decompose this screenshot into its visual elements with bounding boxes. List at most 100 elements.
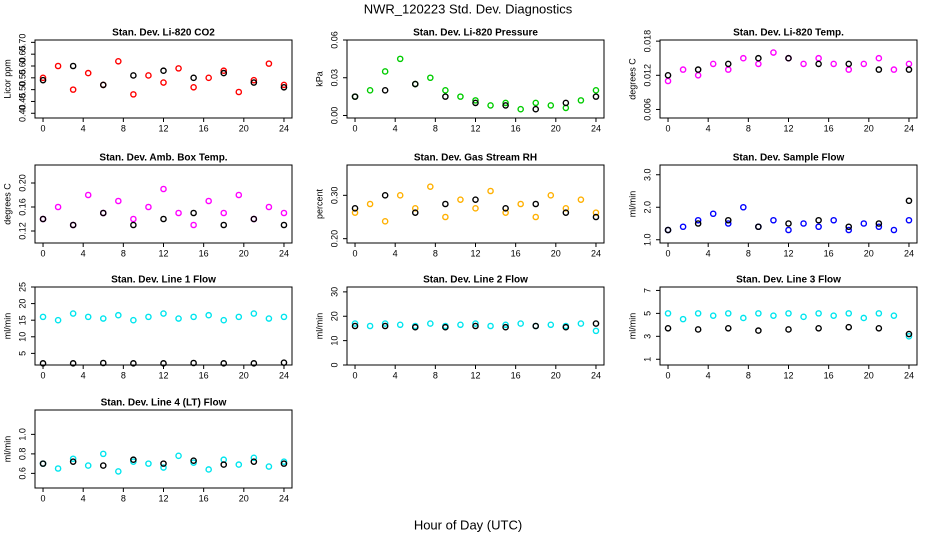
point xyxy=(69,310,77,317)
point xyxy=(250,76,258,84)
x-tick-label: 0 xyxy=(666,248,671,258)
point xyxy=(724,310,732,317)
point xyxy=(785,326,792,333)
x-tick-label: 4 xyxy=(81,248,86,258)
x-tick-label: 8 xyxy=(746,370,751,380)
y-axis-label: Licor ppm xyxy=(2,59,12,99)
point xyxy=(39,313,47,321)
point xyxy=(517,105,524,113)
x-tick-label: 8 xyxy=(121,370,126,380)
point xyxy=(785,226,792,234)
point xyxy=(890,66,898,73)
point xyxy=(175,209,182,217)
y-tick-label: 0.30 xyxy=(329,187,339,205)
point xyxy=(351,93,359,100)
point xyxy=(845,223,853,231)
point xyxy=(905,66,913,73)
point xyxy=(815,223,822,231)
point xyxy=(875,66,883,73)
x-tick-label: 12 xyxy=(783,370,793,380)
point xyxy=(694,66,702,73)
point xyxy=(755,60,762,68)
point xyxy=(592,209,600,216)
x-tick-label: 8 xyxy=(746,248,751,258)
point xyxy=(830,312,837,319)
point xyxy=(39,215,47,223)
point xyxy=(860,314,868,322)
point xyxy=(517,320,524,327)
point xyxy=(130,316,137,324)
y-tick-label: 20 xyxy=(17,299,27,309)
point xyxy=(472,322,479,330)
point xyxy=(905,333,913,340)
point xyxy=(830,216,837,224)
point xyxy=(815,310,822,317)
point xyxy=(84,462,92,469)
point xyxy=(115,311,122,319)
x-tick-label: 12 xyxy=(783,123,793,133)
point xyxy=(770,312,777,319)
x-tick-label: 12 xyxy=(470,123,480,133)
point xyxy=(502,102,509,109)
point xyxy=(411,80,419,88)
plot-frame xyxy=(346,286,605,366)
point xyxy=(39,360,47,367)
point xyxy=(740,54,747,62)
point xyxy=(280,221,288,229)
y-tick-label: 15 xyxy=(17,315,27,325)
point xyxy=(411,205,419,212)
point xyxy=(502,323,509,331)
point xyxy=(250,79,258,86)
point xyxy=(532,105,540,113)
y-tick-label: 0.70 xyxy=(17,34,27,52)
plot-frame xyxy=(346,164,605,244)
point xyxy=(381,320,389,327)
point xyxy=(190,457,197,465)
y-tick-label: 1.0 xyxy=(17,428,27,441)
x-tick-label: 12 xyxy=(158,123,168,133)
point xyxy=(532,200,540,208)
x-tick-label: 0 xyxy=(41,123,46,133)
point xyxy=(235,313,243,321)
point xyxy=(69,360,77,367)
point xyxy=(351,209,359,216)
y-tick-label: 0.03 xyxy=(329,69,339,87)
point xyxy=(220,360,228,367)
x-tick-label: 0 xyxy=(41,493,46,503)
point xyxy=(280,460,288,467)
x-tick-label: 16 xyxy=(199,123,209,133)
y-tick-label: 3 xyxy=(642,334,652,339)
point xyxy=(664,71,672,79)
point xyxy=(351,205,359,212)
y-axis-label: ml/min xyxy=(314,313,324,340)
plot-frame xyxy=(659,39,918,119)
point xyxy=(664,310,672,317)
point xyxy=(457,93,464,100)
point xyxy=(145,72,152,79)
x-tick-label: 20 xyxy=(239,123,249,133)
point xyxy=(442,93,449,100)
point xyxy=(99,462,107,469)
plot-frame xyxy=(34,164,293,244)
point xyxy=(235,461,243,468)
point xyxy=(250,360,258,367)
x-tick-label: 12 xyxy=(158,493,168,503)
point xyxy=(160,67,167,75)
point xyxy=(905,330,913,338)
point xyxy=(740,314,747,322)
point xyxy=(39,76,47,84)
y-tick-label: 0.20 xyxy=(329,230,339,248)
point xyxy=(785,220,792,227)
point xyxy=(381,87,389,94)
point xyxy=(99,315,107,322)
x-tick-label: 0 xyxy=(353,123,358,133)
x-tick-label: 24 xyxy=(904,123,914,133)
point xyxy=(724,324,732,332)
x-tick-label: 4 xyxy=(81,493,86,503)
point xyxy=(280,313,288,321)
x-tick-label: 24 xyxy=(279,370,289,380)
y-tick-label: 0.06 xyxy=(329,31,339,49)
x-tick-label: 20 xyxy=(551,370,561,380)
point xyxy=(220,67,228,75)
